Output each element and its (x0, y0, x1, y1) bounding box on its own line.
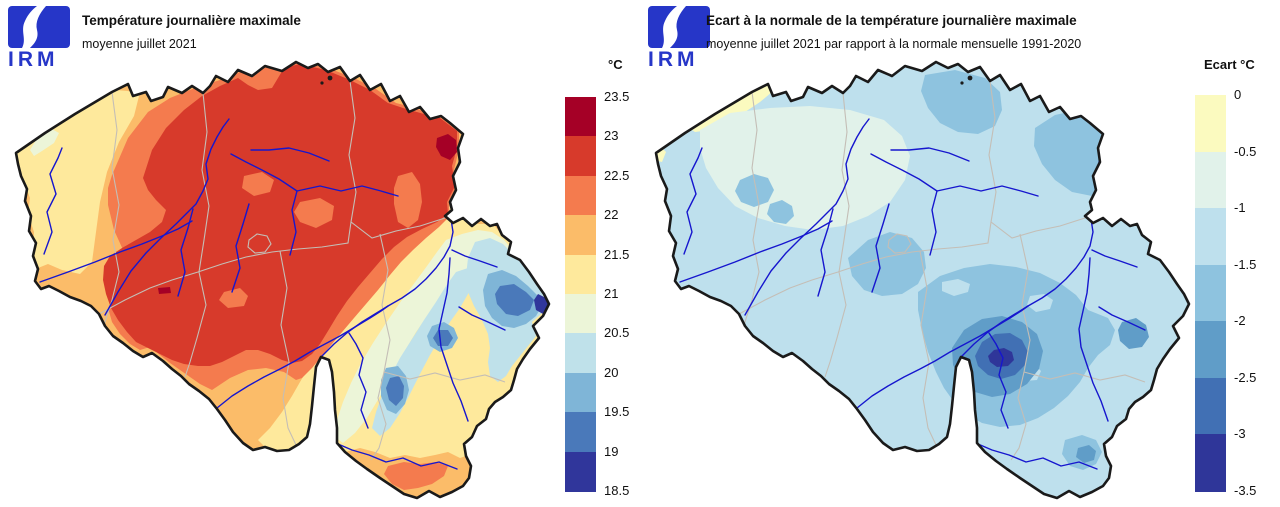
legend-segment (565, 215, 596, 256)
enclave-dot (960, 81, 964, 85)
legend-tick-label: 21 (604, 286, 619, 301)
legend-segment (1195, 208, 1226, 266)
legend-tick-label: 18.5 (604, 483, 630, 498)
legend-segment (565, 372, 596, 413)
legend-segment (565, 451, 596, 492)
enclave-dot (967, 75, 973, 81)
left-map-subtitle: moyenne juillet 2021 (82, 37, 197, 51)
belgium-outline (654, 60, 1191, 500)
enclave-dot (320, 81, 324, 85)
legend-segment (565, 333, 596, 374)
legend-tick-label: 20 (604, 364, 619, 380)
legend-tick-label: -3.5 (1234, 482, 1257, 498)
left-map-title: Température journalière maximale (82, 13, 301, 28)
legend-tick-label: -3 (1234, 426, 1246, 442)
legend-tick-label: -0.5 (1234, 143, 1257, 159)
irm-logo-mark (648, 6, 710, 48)
legend-tick-label: 23 (604, 128, 619, 144)
irm-logo-left: IRM (8, 6, 74, 71)
anomaly-map (654, 60, 1191, 500)
legend-tick-label: -2 (1234, 313, 1246, 329)
province-borders (738, 80, 1146, 461)
legend-segment (565, 254, 596, 295)
legend-segment (1195, 321, 1226, 379)
legend-segment (1195, 434, 1226, 492)
temperature-legend: 23.5 23 22.5 22 21.5 21 20.5 20 19.5 19 18.5 (565, 89, 675, 498)
legend-tick-label: -1 (1234, 200, 1246, 216)
irm-logo-text: IRM (8, 48, 59, 71)
legend-tick-label: 0 (1234, 87, 1242, 102)
legend-segment (565, 412, 596, 453)
legend-tick-label: 23.5 (604, 89, 630, 104)
legend-segment (565, 294, 596, 334)
contour-fills (16, 62, 549, 498)
legend-tick-label: -2.5 (1234, 369, 1257, 385)
legend-segment (565, 136, 596, 177)
legend-segment (1195, 264, 1226, 322)
legend-tick-label: 20.5 (604, 325, 630, 341)
right-legend-unit-label: Ecart °C (1204, 57, 1255, 72)
belgium-outline (14, 60, 551, 500)
legend-segment (565, 97, 596, 137)
legend-segment (1195, 377, 1226, 435)
legend-segment (1195, 151, 1226, 209)
irm-logo-right: IRM (648, 6, 714, 71)
legend-tick-label: 22.5 (604, 167, 630, 183)
legend-tick-label: 22 (604, 207, 619, 223)
legend-tick-label: 21.5 (604, 246, 630, 262)
right-map-title: Ecart à la normale de la température jou… (706, 13, 1077, 28)
irm-logo-mark (8, 6, 70, 48)
left-legend-unit-label: °C (608, 57, 623, 72)
legend-segment (565, 175, 596, 216)
legend-segment (1195, 95, 1226, 153)
right-map-subtitle: moyenne juillet 2021 par rapport à la no… (706, 37, 1082, 51)
enclave-dot (327, 75, 333, 81)
temperature-map (14, 60, 551, 500)
legend-tick-label: -1.5 (1234, 256, 1257, 272)
irm-logo-text: IRM (648, 48, 699, 71)
province-borders (98, 80, 506, 461)
contour-fills (656, 62, 1189, 498)
legend-tick-label: 19 (604, 443, 619, 459)
legend-tick-label: 19.5 (604, 404, 630, 420)
anomaly-legend: 0 -0.5 -1 -1.5 -2 -2.5 -3 -3.5 (1195, 87, 1280, 498)
